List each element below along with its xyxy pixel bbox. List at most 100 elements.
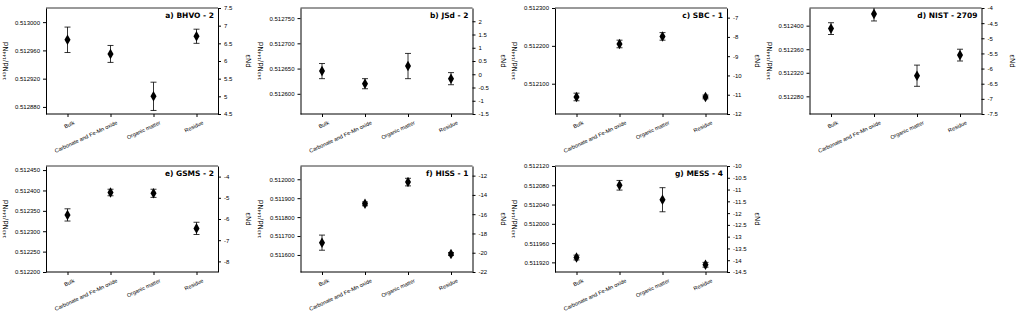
tick-mark — [706, 114, 707, 117]
error-bar-cap — [65, 52, 71, 53]
tick-label: 5 — [224, 94, 228, 100]
frame — [555, 166, 727, 167]
tick: 0.512280 — [778, 94, 809, 100]
tick-mark — [473, 21, 476, 22]
tick: -10.5 — [727, 175, 747, 181]
tick: 5 — [218, 94, 228, 100]
axis-line — [301, 272, 473, 273]
error-bar-cap — [660, 211, 666, 212]
tick: -8 — [218, 259, 230, 265]
tick-label: -7 — [224, 238, 230, 244]
tick: -10 — [727, 163, 742, 169]
tick-mark — [298, 217, 301, 218]
tick-label: -4.5 — [988, 21, 999, 27]
tick: 0.512200 — [524, 43, 555, 49]
point — [573, 252, 579, 263]
tick-mark — [68, 114, 69, 117]
error-bar-cap — [65, 208, 71, 209]
point — [702, 92, 708, 103]
tick-label: 0.511800 — [270, 215, 295, 221]
y-axis: 0.5126000.5126500.5127000.512750 — [269, 9, 301, 115]
error-bar-cap — [151, 82, 157, 83]
tick: Residue — [692, 114, 713, 133]
tick: Organic matter — [635, 114, 671, 140]
point — [319, 237, 325, 248]
tick-label: Organic matter — [380, 277, 416, 298]
tick-label: Carbonate and Fe-Mn oxide — [54, 119, 119, 153]
tick-label: Carbonate and Fe-Mn oxide — [563, 119, 628, 153]
frame — [46, 166, 218, 167]
error-bar — [319, 64, 325, 79]
tick: 5.5 — [218, 76, 233, 82]
tick: Residue — [438, 272, 459, 291]
tick-label: 0.512650 — [269, 66, 295, 72]
axis-line — [46, 9, 47, 115]
tick-label: 0.512450 — [15, 167, 41, 173]
tick: 7 — [218, 23, 228, 29]
tick-label: 2 — [479, 19, 483, 25]
tick: -18 — [473, 231, 488, 237]
tick-label: Bulk — [572, 277, 584, 287]
tick: Bulk — [572, 272, 584, 287]
error-bar-cap — [660, 187, 666, 188]
panel: 0.5119200.5119600.5120000.5120400.512080… — [511, 163, 761, 311]
tick-label: 0.512960 — [15, 48, 41, 54]
tick-mark — [473, 35, 476, 36]
tick-mark — [218, 261, 221, 262]
tick-label: 0.512360 — [778, 47, 804, 53]
error-bar-cap — [194, 29, 200, 30]
tick-label: 5.5 — [224, 76, 233, 82]
tick-mark — [218, 43, 221, 44]
plot-area — [319, 53, 454, 89]
point — [616, 180, 622, 191]
tick-label: 0.512750 — [269, 16, 295, 22]
error-bar-cap — [319, 235, 325, 236]
axis-line — [46, 114, 218, 115]
axis-title: ¹⁴³Nd/¹⁴⁴Nd — [257, 42, 265, 81]
tick: Organic matter — [380, 272, 416, 298]
tick-label: Carbonate and Fe-Mn oxide — [817, 119, 882, 153]
tick-label: -6 — [988, 66, 994, 72]
tick-mark — [408, 272, 409, 275]
tick-mark — [473, 48, 476, 49]
tick: -1 — [473, 98, 485, 104]
error-bar-cap — [957, 49, 963, 50]
point — [448, 73, 454, 84]
tick-mark — [473, 195, 476, 196]
tick-label: Organic matter — [889, 119, 925, 140]
axis-line — [810, 9, 811, 115]
tick: 0.512320 — [778, 70, 809, 76]
plot-area — [64, 27, 199, 110]
tick: -12 — [727, 211, 742, 217]
y-axis: 0.5121000.5122000.512300 — [524, 5, 556, 114]
tick: -12 — [473, 173, 488, 179]
tick-mark — [831, 114, 832, 117]
tick-label: -5 — [224, 195, 230, 201]
tick: -6 — [982, 66, 994, 72]
tick-mark — [218, 61, 221, 62]
tick-mark — [322, 114, 323, 117]
y-axis: 0.5128800.5129200.5129600.513000 — [15, 9, 47, 115]
tick: -6.5 — [982, 81, 999, 87]
error-bar-cap — [914, 65, 920, 66]
tick: -5 — [218, 195, 230, 201]
axis-title: εNd — [499, 212, 507, 225]
tick-label: 0.511900 — [270, 196, 295, 202]
y2-axis: -7.5-7-6.5-6-5.5-5-4.5-4 — [982, 5, 999, 117]
x-axis: BulkCarbonate and Fe-Mn oxideOrganic mat… — [555, 114, 727, 154]
tick: Bulk — [318, 272, 330, 287]
tick-mark — [552, 84, 555, 85]
tick-mark — [218, 219, 221, 220]
tick: 0.512120 — [524, 163, 555, 169]
tick-mark — [552, 243, 555, 244]
tick-mark — [727, 237, 730, 238]
tick: -7 — [218, 238, 230, 244]
tick-mark — [663, 114, 664, 117]
tick-label: 0.512000 — [269, 177, 295, 183]
tick-mark — [365, 272, 366, 275]
tick-label: 0.511920 — [524, 260, 549, 266]
point — [107, 49, 113, 60]
tick-label: Residue — [947, 119, 968, 133]
tick: 0.512300 — [524, 5, 555, 11]
tick-label: 0.512920 — [15, 76, 41, 82]
